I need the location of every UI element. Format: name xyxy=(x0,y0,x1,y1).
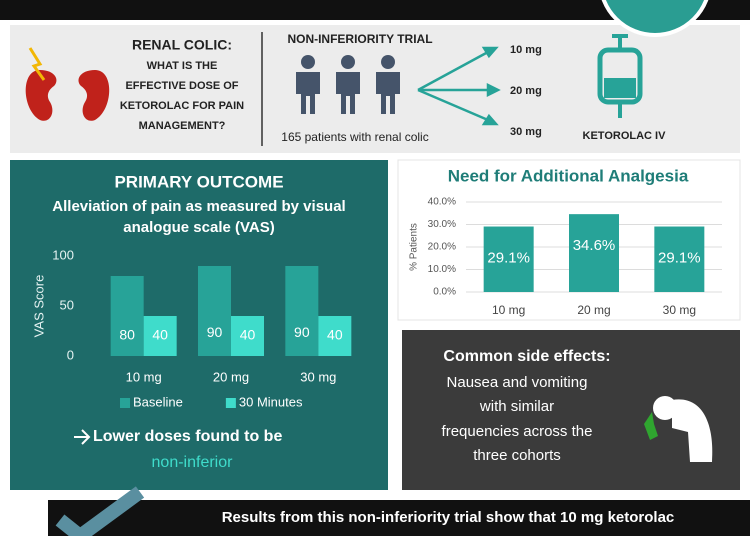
bar-value-label: 40 xyxy=(327,327,343,343)
legend-label: Baseline xyxy=(133,394,183,409)
y-tick-label: 10.0% xyxy=(428,264,456,275)
arrow-icon xyxy=(74,429,91,445)
intro-title: RENAL COLIC: xyxy=(132,37,232,53)
outcome-chart: 0 50 100 VAS Score 10 mg 80 40 20 mg 90 40 30 mg 90… xyxy=(31,247,352,409)
people-icon xyxy=(296,55,400,114)
intro-question: EFFECTIVE DOSE OF xyxy=(125,80,238,92)
bar xyxy=(143,316,177,356)
bar-value-label: 80 xyxy=(119,327,135,343)
chart-subtitle: Alleviation of pain as measured by visua… xyxy=(52,198,345,215)
drug-label: KETOROLAC IV xyxy=(583,130,667,142)
y-axis-title: VAS Score xyxy=(31,275,46,338)
bar-value-label: 29.1% xyxy=(487,249,530,266)
bar xyxy=(110,276,144,356)
legend-swatch xyxy=(120,398,130,408)
footer-bar xyxy=(48,500,750,536)
y-tick-label: 0.0% xyxy=(433,287,456,298)
bar-value-label: 40 xyxy=(240,327,256,343)
bar xyxy=(569,214,619,292)
x-tick-label: 30 mg xyxy=(663,303,696,317)
arms-arrows xyxy=(417,46,501,126)
x-tick-label: 20 mg xyxy=(213,369,249,384)
bar xyxy=(285,266,319,356)
arm-label: 30 mg xyxy=(510,126,542,138)
bar xyxy=(198,266,231,356)
x-tick-label: 20 mg xyxy=(577,303,610,317)
bar xyxy=(231,316,264,356)
intro-question: MANAGEMENT? xyxy=(139,120,226,132)
chart-title: PRIMARY OUTCOME xyxy=(114,172,283,191)
bar-value-label: 40 xyxy=(152,327,168,343)
y-tick-label: 20.0% xyxy=(428,242,456,253)
conclusion-highlight: non-inferior xyxy=(152,454,234,471)
bar-value-label: 90 xyxy=(207,324,223,340)
y-tick-label: 0 xyxy=(67,347,74,362)
x-tick-label: 30 mg xyxy=(300,369,336,384)
analgesia-chart: 0.0% 10.0% 20.0% 30.0% 40.0% % Patients 10 mg 2… xyxy=(409,197,722,317)
side-effects-text: three cohorts xyxy=(473,447,561,464)
trial-title: NON-INFERIORITY TRIAL xyxy=(287,32,432,46)
logo-circle xyxy=(601,0,709,37)
bar-value-label: 29.1% xyxy=(658,249,701,266)
conclusion: Lower doses found to be xyxy=(93,428,282,445)
y-tick-label: 30.0% xyxy=(428,219,456,230)
side-effects-text: Nausea and vomiting xyxy=(447,374,588,391)
arm-label: 10 mg xyxy=(510,44,542,56)
check-icon xyxy=(55,486,145,536)
intro-question: KETOROLAC FOR PAIN xyxy=(120,100,244,112)
x-tick-label: 10 mg xyxy=(126,369,162,384)
y-axis-title: % Patients xyxy=(409,223,420,271)
y-tick-label: 40.0% xyxy=(428,197,456,208)
side-effects-text: with similar xyxy=(479,398,554,415)
bar xyxy=(654,226,705,292)
side-effects-text: frequencies across the xyxy=(442,423,593,440)
chart-subtitle: analogue scale (VAS) xyxy=(123,219,274,236)
side-effects-title: Common side effects: xyxy=(443,348,610,365)
bar xyxy=(318,316,352,356)
bar-value-label: 90 xyxy=(294,324,310,340)
legend-swatch xyxy=(225,398,236,408)
kidney-icon xyxy=(25,47,110,121)
intro-question: WHAT IS THE xyxy=(147,60,218,72)
legend-label: 30 Minutes xyxy=(239,394,303,409)
vomit-icon xyxy=(644,396,713,462)
top-bar xyxy=(0,0,750,20)
iv-bag-icon xyxy=(597,34,643,118)
y-tick-label: 100 xyxy=(52,247,74,262)
footer-text: Results from this non-inferiority trial … xyxy=(222,509,675,526)
trial-patients: 165 patients with renal colic xyxy=(281,130,428,144)
bar xyxy=(483,226,534,292)
y-tick-label: 50 xyxy=(60,297,74,312)
x-tick-label: 10 mg xyxy=(492,303,525,317)
arm-label: 20 mg xyxy=(510,85,542,97)
chart-title: Need for Additional Analgesia xyxy=(448,166,689,185)
bar-value-label: 34.6% xyxy=(573,237,616,254)
